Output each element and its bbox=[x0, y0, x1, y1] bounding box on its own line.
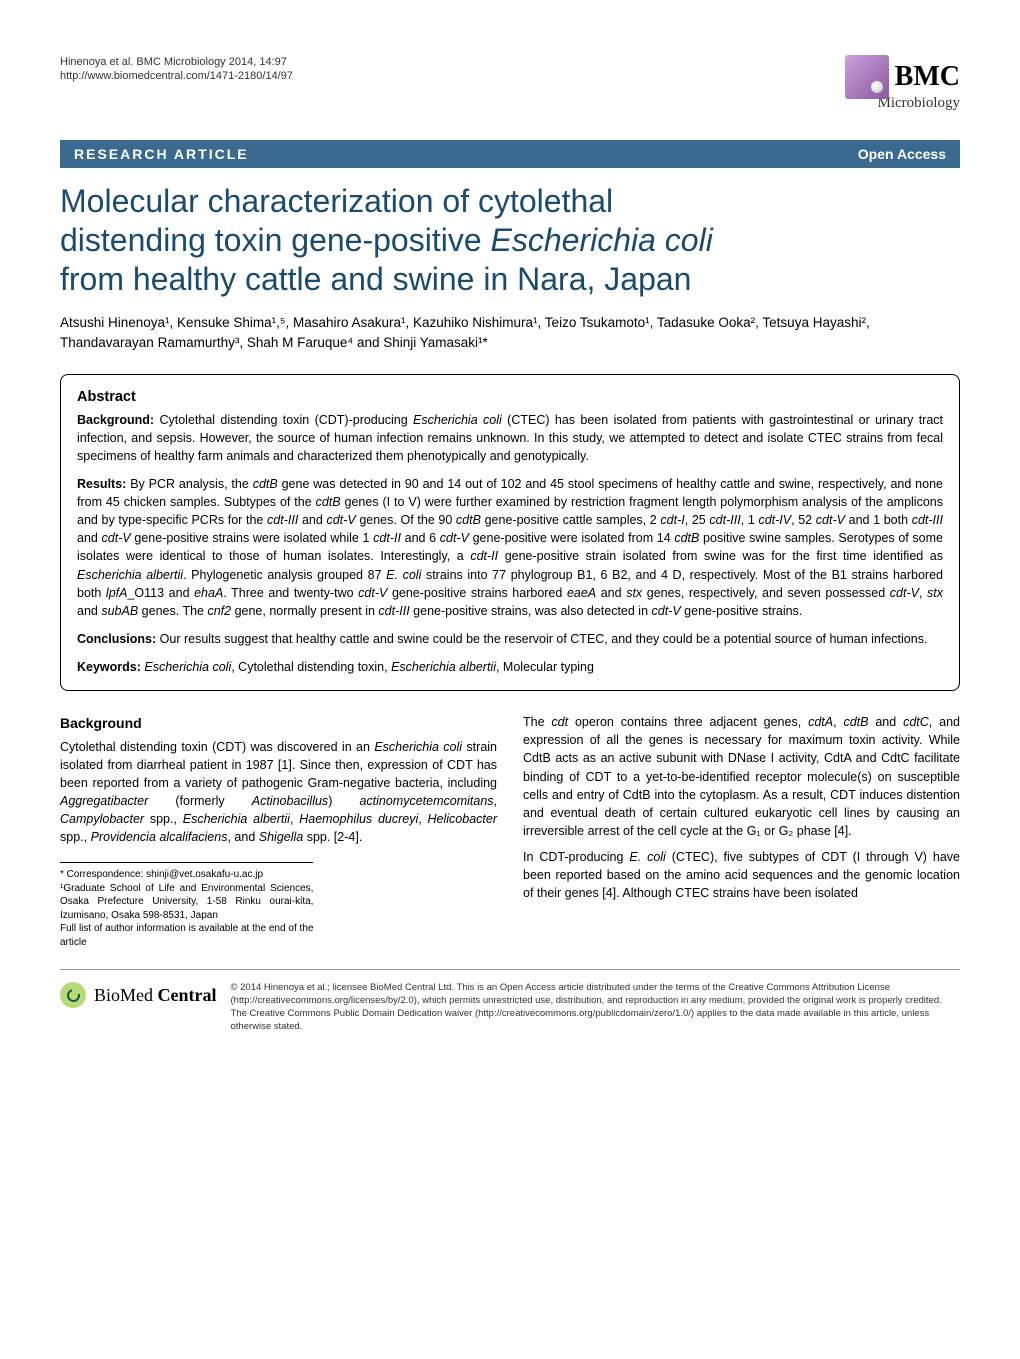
right-paragraph-1: The cdt operon contains three adjacent g… bbox=[523, 713, 960, 840]
banner-left: RESEARCH ARTICLE bbox=[74, 146, 249, 162]
bmc-footer-text: BioMed Central bbox=[94, 985, 217, 1006]
conclusions-text: Our results suggest that healthy cattle … bbox=[156, 632, 927, 646]
keywords-label: Keywords: bbox=[77, 660, 141, 674]
results-label: Results: bbox=[77, 477, 126, 491]
title-line1: Molecular characterization of cytolethal bbox=[60, 183, 613, 219]
citation-line2: http://www.biomedcentral.com/1471-2180/1… bbox=[60, 70, 293, 82]
page-container: Hinenoya et al. BMC Microbiology 2014, 1… bbox=[0, 0, 1020, 1074]
abstract-heading: Abstract bbox=[77, 389, 943, 405]
title-line2-em: Escherichia coli bbox=[491, 222, 713, 258]
journal-logo: BMC Microbiology bbox=[845, 55, 960, 112]
left-paragraph-1: Cytolethal distending toxin (CDT) was di… bbox=[60, 738, 497, 847]
footnote-fulllist: Full list of author information is avail… bbox=[60, 922, 313, 949]
header-row: Hinenoya et al. BMC Microbiology 2014, 1… bbox=[60, 55, 960, 112]
background-heading: Background bbox=[60, 713, 497, 733]
abstract-conclusions: Conclusions: Our results suggest that he… bbox=[77, 630, 943, 648]
bmc-square-icon bbox=[845, 55, 889, 99]
logo-main-text: BMC bbox=[895, 61, 960, 93]
bmc-circle-icon bbox=[60, 982, 86, 1008]
citation: Hinenoya et al. BMC Microbiology 2014, 1… bbox=[60, 55, 293, 84]
abstract-keywords: Keywords: Escherichia coli, Cytolethal d… bbox=[77, 658, 943, 676]
abstract-box: Abstract Background: Cytolethal distendi… bbox=[60, 374, 960, 692]
right-column: The cdt operon contains three adjacent g… bbox=[523, 713, 960, 949]
abstract-background: Background: Cytolethal distending toxin … bbox=[77, 411, 943, 465]
left-column: Background Cytolethal distending toxin (… bbox=[60, 713, 497, 949]
footer: BioMed Central © 2014 Hinenoya et al.; l… bbox=[60, 969, 960, 1033]
title-line3: from healthy cattle and swine in Nara, J… bbox=[60, 261, 691, 297]
biomedcentral-logo: BioMed Central bbox=[60, 982, 217, 1008]
background-label: Background: bbox=[77, 413, 154, 427]
authors-line: Atsushi Hinenoya¹, Kensuke Shima¹,⁵, Mas… bbox=[60, 313, 960, 354]
article-type-banner: RESEARCH ARTICLE Open Access bbox=[60, 140, 960, 168]
title-line2-pre: distending toxin gene-positive bbox=[60, 222, 491, 258]
article-title: Molecular characterization of cytolethal… bbox=[60, 182, 960, 299]
right-paragraph-2: In CDT-producing E. coli (CTEC), five su… bbox=[523, 848, 960, 902]
license-text: © 2014 Hinenoya et al.; licensee BioMed … bbox=[231, 982, 961, 1033]
background-text: Cytolethal distending toxin (CDT)-produc… bbox=[77, 413, 943, 463]
keywords-text: Escherichia coli, Cytolethal distending … bbox=[141, 660, 594, 674]
banner-right: Open Access bbox=[858, 146, 946, 162]
correspondence-footnotes: * Correspondence: shinji@vet.osakafu-u.a… bbox=[60, 862, 313, 949]
footnote-correspondence: * Correspondence: shinji@vet.osakafu-u.a… bbox=[60, 868, 313, 882]
abstract-results: Results: By PCR analysis, the cdtB gene … bbox=[77, 475, 943, 620]
results-text: By PCR analysis, the cdtB gene was detec… bbox=[77, 477, 943, 618]
conclusions-label: Conclusions: bbox=[77, 632, 156, 646]
body-columns: Background Cytolethal distending toxin (… bbox=[60, 713, 960, 949]
footnote-affiliation: ¹Graduate School of Life and Environment… bbox=[60, 882, 313, 923]
citation-line1: Hinenoya et al. BMC Microbiology 2014, 1… bbox=[60, 56, 287, 68]
